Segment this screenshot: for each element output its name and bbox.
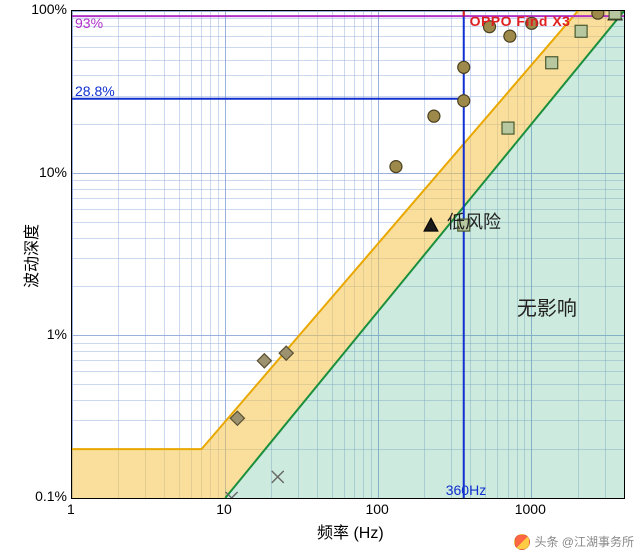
data-marker bbox=[546, 57, 558, 69]
x-tick: 10 bbox=[216, 501, 232, 517]
x-axis-label: 频率 (Hz) bbox=[317, 519, 384, 543]
label-360hz: 360Hz bbox=[446, 482, 486, 498]
data-marker bbox=[428, 110, 440, 122]
y-tick: 10% bbox=[39, 164, 67, 180]
x-tick: 100 bbox=[365, 501, 388, 517]
data-marker bbox=[390, 161, 402, 173]
y-tick: 1% bbox=[47, 326, 67, 342]
label-no-effect: 无影响 bbox=[517, 292, 577, 321]
data-marker bbox=[458, 61, 470, 73]
data-marker bbox=[502, 122, 514, 134]
label-low-risk: 低风险 bbox=[447, 208, 501, 234]
data-marker bbox=[458, 95, 470, 107]
plot-area: 高风险低风险无影响93%28.8%360HzOPPO Find X3 bbox=[71, 10, 625, 499]
chart-canvas: 高风险低风险无影响93%28.8%360HzOPPO Find X3 波动深度 … bbox=[0, 0, 640, 554]
x-tick: 1 bbox=[67, 501, 75, 517]
label-93pct: 93% bbox=[75, 15, 103, 31]
data-marker bbox=[504, 30, 516, 42]
x-tick: 1000 bbox=[515, 501, 546, 517]
data-marker bbox=[575, 25, 587, 37]
data-marker bbox=[257, 354, 271, 368]
data-marker bbox=[609, 10, 621, 19]
y-tick: 100% bbox=[31, 1, 67, 17]
label-288pct: 28.8% bbox=[75, 83, 115, 99]
y-axis-label: 波动深度 bbox=[18, 223, 42, 287]
attribution: 头条 @江湖事务所 bbox=[514, 533, 634, 550]
attribution-text: 头条 @江湖事务所 bbox=[534, 533, 634, 550]
label-oppo: OPPO Find X3 bbox=[470, 13, 571, 29]
data-marker bbox=[592, 10, 604, 19]
y-tick: 0.1% bbox=[35, 488, 67, 504]
toutiao-icon bbox=[514, 534, 530, 550]
